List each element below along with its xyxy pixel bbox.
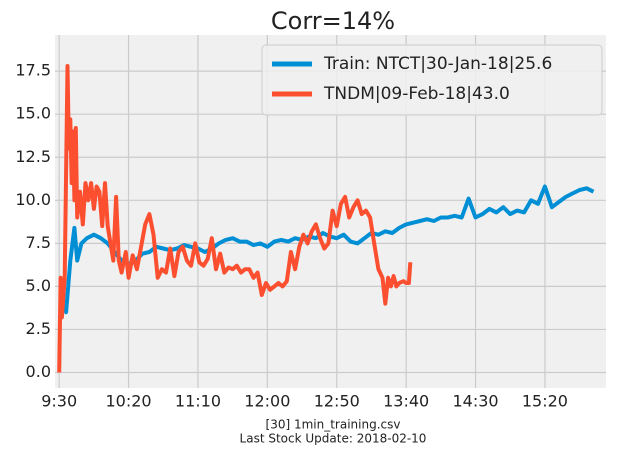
x-tick-label: 12:50 xyxy=(314,392,360,411)
y-tick-label: 17.5 xyxy=(15,61,51,80)
footer: Last Stock Update: 2018-02-10 xyxy=(240,432,427,446)
footer: [30] 1min_training.csv xyxy=(266,418,401,432)
series-line xyxy=(57,64,413,373)
chart-title: Corr=14% xyxy=(271,7,395,35)
y-tick-label: 15.0 xyxy=(15,104,51,123)
x-tick-label: 12:00 xyxy=(244,392,290,411)
x-tick-label: 13:40 xyxy=(383,392,429,411)
x-tick-label: 11:10 xyxy=(175,392,221,411)
legend: Train: NTCT|30-Jan-18|25.6 TNDM|09-Feb-18… xyxy=(261,44,603,116)
legend-box xyxy=(261,44,603,116)
y-tick-label: 5.0 xyxy=(26,276,51,295)
x-tick-label: 15:20 xyxy=(522,392,568,411)
x-tick-label: 9:30 xyxy=(41,392,77,411)
y-tick-label: 0.0 xyxy=(26,362,51,381)
legend-label: TNDM|09-Feb-18|43.0 xyxy=(323,84,510,104)
y-tick-label: 12.5 xyxy=(15,147,51,166)
y-tick-label: 2.5 xyxy=(26,319,51,338)
y-tick-label: 7.5 xyxy=(26,233,51,252)
y-tick-label: 10.0 xyxy=(15,190,51,209)
legend-label: Train: NTCT|30-Jan-18|25.6 xyxy=(323,54,552,74)
x-tick-label: 14:30 xyxy=(452,392,498,411)
x-tick-label: 10:20 xyxy=(106,392,152,411)
